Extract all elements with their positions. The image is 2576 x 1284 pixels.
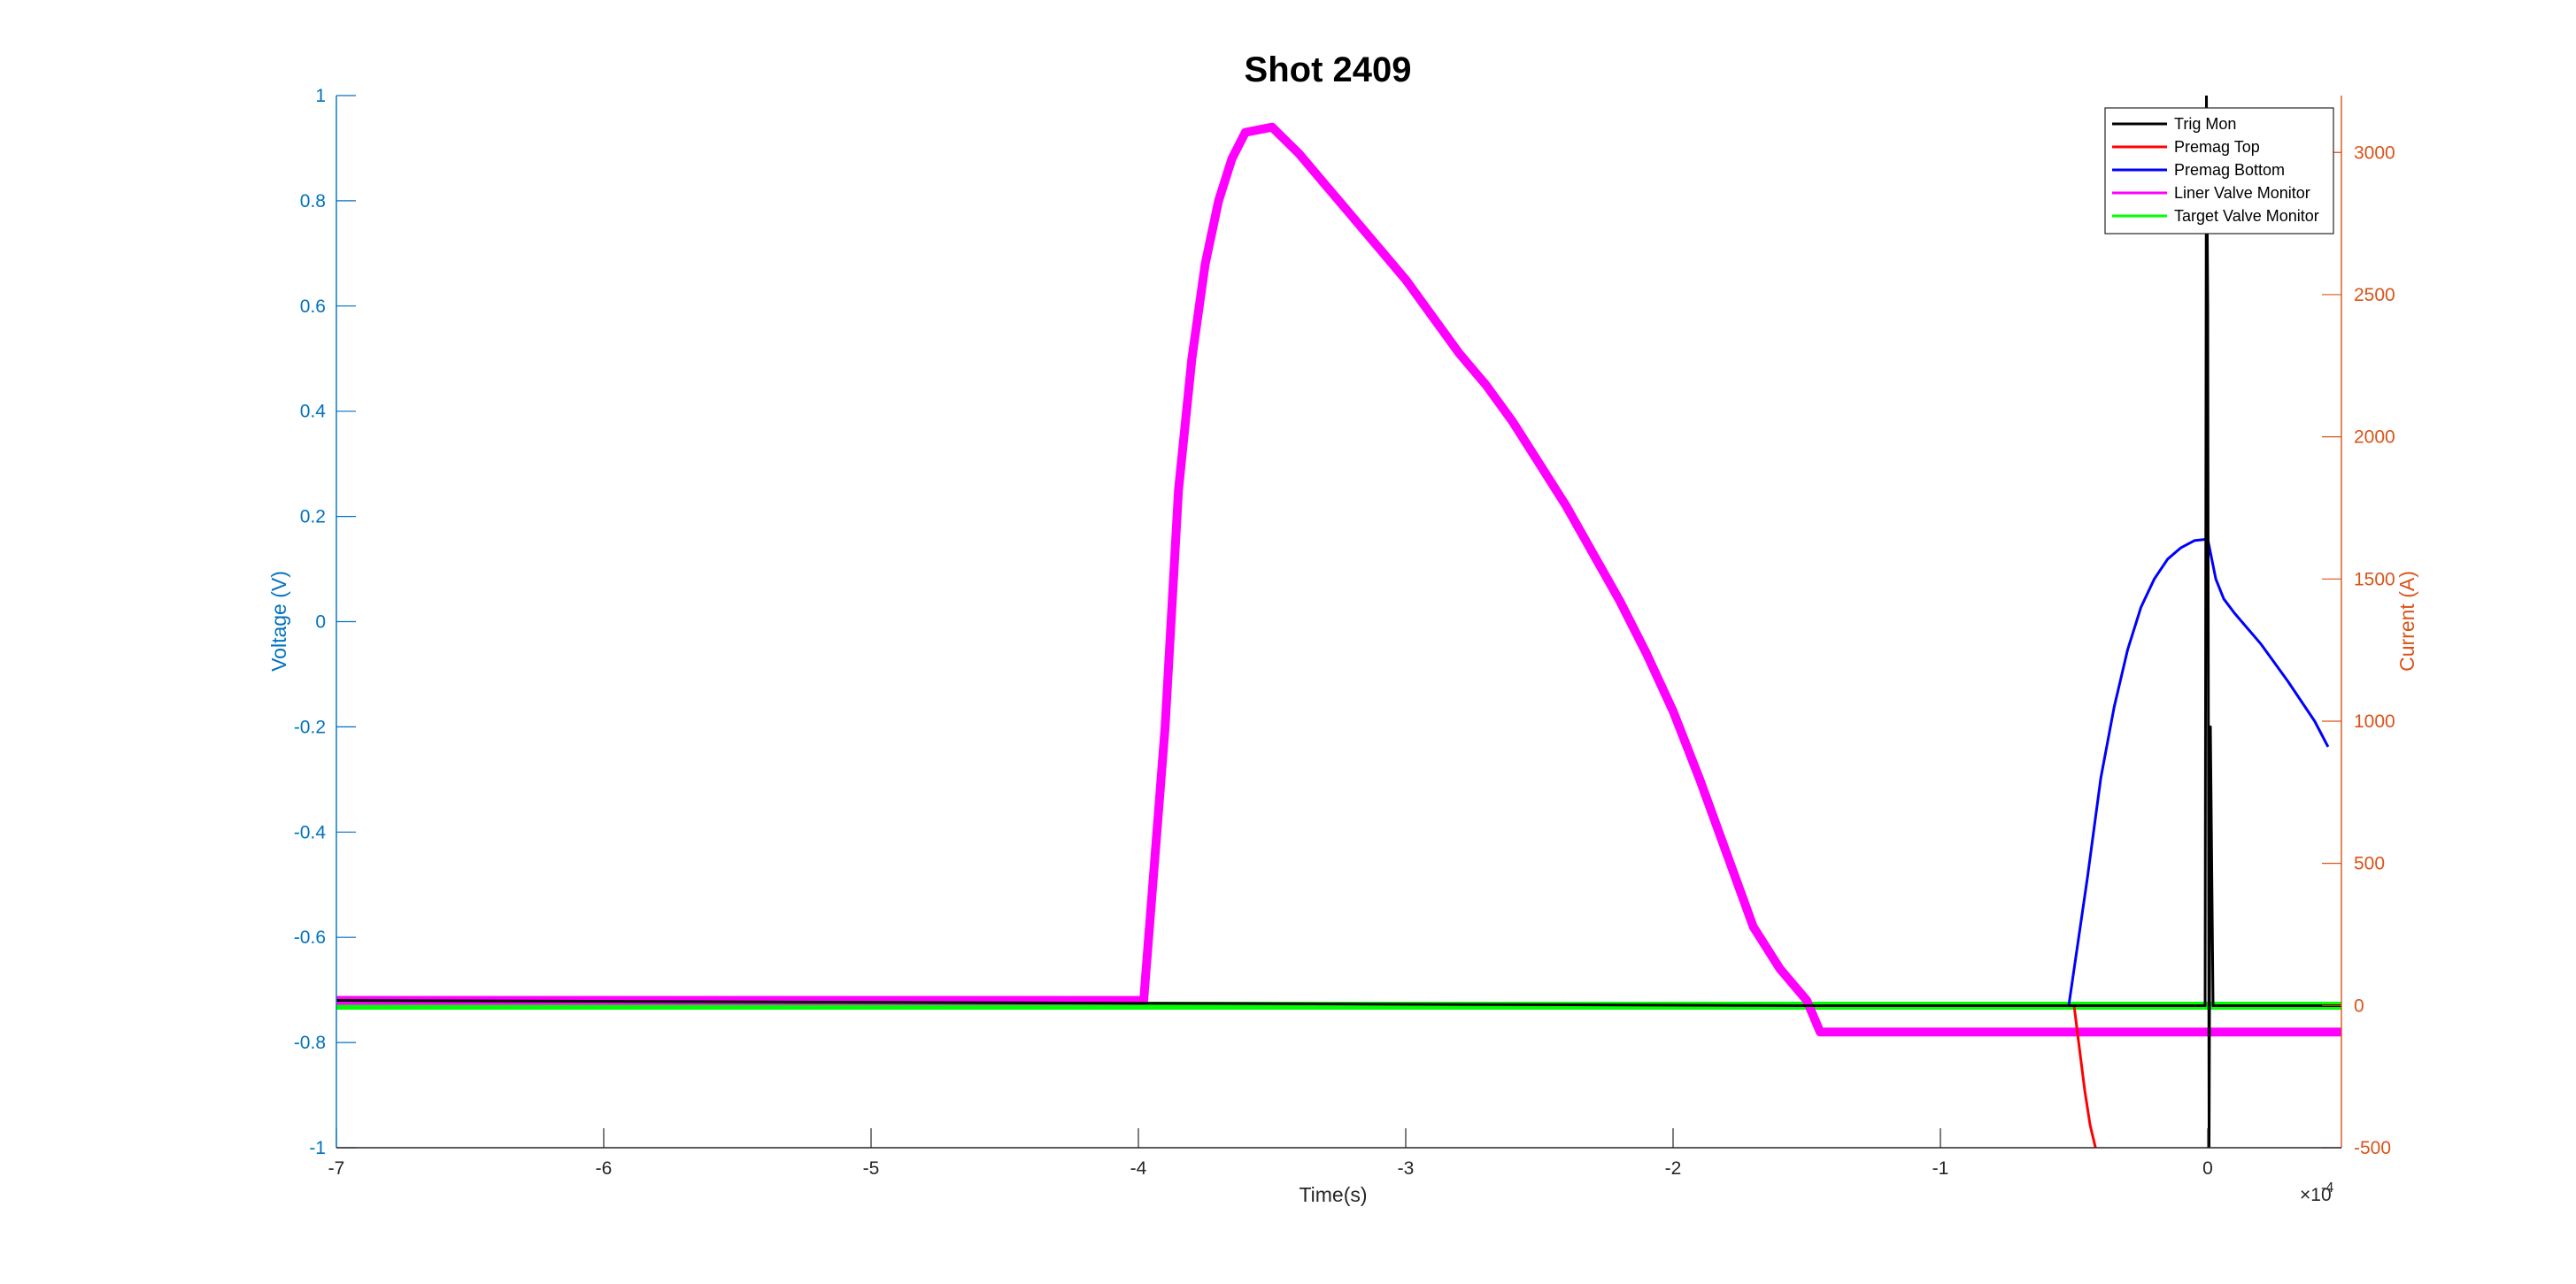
x-tick-label: -4 [1130,1158,1147,1179]
y-left-tick-label: 0 [315,612,326,633]
plot-area [336,96,2341,1148]
series-line-premag-top [2072,1005,2097,1148]
series-line-premag-bottom [2067,537,2330,1006]
series-line-liner-valve-monitor [336,122,2341,1037]
y-right-tick-label: 500 [2354,854,2385,874]
y-left-tick-label: 0.4 [300,402,327,422]
y-right-tick-label: 1500 [2354,569,2395,589]
legend-entry: Premag Bottom [2174,161,2285,179]
y-left-axis-label: Voltage (V) [267,571,290,672]
x-exponent-label: ×10 -4 [2300,1180,2333,1205]
x-tick-label: -6 [596,1158,613,1179]
x-tick-label: -2 [1665,1158,1682,1179]
y-right-tick-label: 2000 [2354,427,2395,448]
legend-entry: Trig Mon [2174,115,2236,133]
chart-title: Shot 2409 [1245,50,1412,89]
y-right-axis-label: Current (A) [2395,571,2418,672]
x-tick-label: -5 [863,1158,880,1179]
legend: Trig Mon Premag Top Premag Bottom Liner Val… [2104,107,2334,235]
x-exponent-power: -4 [2321,1180,2333,1196]
legend-entry: Premag Top [2174,138,2260,156]
y-right-tick-label: 0 [2354,996,2364,1016]
y-right-tick-label: 3000 [2354,142,2395,163]
y-left-tick-label: -0.6 [294,927,326,948]
y-left-tick-label: -0.8 [294,1033,326,1053]
x-tick-label: 0 [2202,1158,2213,1179]
x-exponent-base: ×10 [2300,1185,2332,1205]
x-tick-label: -3 [1398,1158,1415,1179]
axes: -7 -6 -5 -4 -3 -2 -1 0 -1 -0.8 -0.6 -0.4 -0.2 0 0.2 0.4… [294,86,2395,1179]
y-left-tick-label: 0.2 [300,507,326,527]
y-left-tick-label: 1 [315,86,326,106]
axis-overlay [335,95,2342,1149]
y-right-tick-label: 1000 [2354,711,2395,732]
y-left-tick-label: -0.4 [294,822,327,842]
legend-entry: Liner Valve Monitor [2174,184,2310,202]
y-left-tick-label: -0.2 [294,717,326,737]
y-right-tick-label: 2500 [2354,285,2395,305]
x-axis-label: Time(s) [1299,1183,1367,1206]
x-tick-label: -7 [328,1158,345,1179]
y-left-tick-label: -1 [309,1138,326,1158]
y-left-tick-label: 0.8 [300,191,326,211]
y-left-tick-label: 0.6 [300,296,326,317]
x-tick-label: -1 [1932,1158,1949,1179]
legend-entry: Target Valve Monitor [2174,207,2319,225]
y-right-tick-label: -500 [2354,1138,2391,1158]
series-line-trig-mon [336,96,2341,1148]
